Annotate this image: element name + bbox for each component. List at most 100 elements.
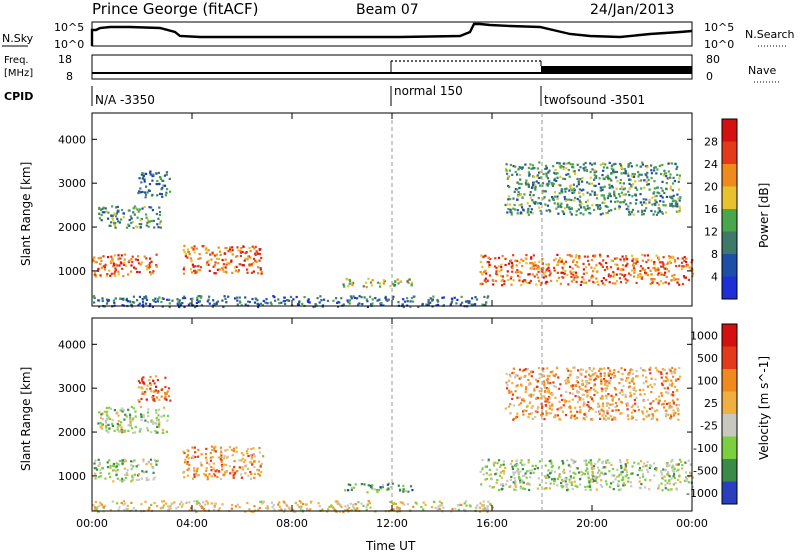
echo-cell	[224, 297, 227, 300]
echo-cell	[612, 163, 615, 166]
echo-cell	[151, 271, 154, 274]
echo-cell	[360, 483, 363, 486]
echo-cell	[582, 262, 585, 265]
echo-cell	[182, 248, 185, 252]
echo-cell	[667, 379, 670, 382]
echo-cell	[150, 219, 153, 223]
echo-cell	[661, 476, 664, 480]
echo-cell	[661, 163, 664, 167]
echo-cell	[547, 396, 551, 399]
echo-cell	[572, 387, 575, 390]
echo-cell	[553, 266, 556, 269]
echo-cell	[639, 367, 642, 370]
echo-cell	[258, 474, 261, 477]
echo-cell	[576, 485, 579, 488]
echo-cell	[672, 401, 675, 404]
echo-cell	[195, 271, 199, 274]
echo-cell	[636, 276, 639, 279]
echo-cell	[233, 460, 236, 463]
echo-cell	[186, 462, 189, 465]
echo-cell	[509, 277, 512, 280]
echo-cell	[589, 176, 592, 179]
echo-cell	[532, 471, 535, 474]
echo-cell	[573, 276, 576, 279]
echo-cell	[155, 396, 159, 399]
x-tick-label: 20:00	[576, 517, 608, 530]
echo-cell	[487, 295, 490, 298]
echo-cell	[612, 168, 615, 171]
echo-cell	[675, 404, 678, 407]
echo-cell	[511, 264, 514, 267]
echo-cell	[347, 510, 350, 513]
echo-cell	[631, 269, 634, 272]
echo-cell	[657, 211, 660, 214]
echo-cell	[505, 381, 508, 384]
echo-cell	[528, 402, 531, 405]
echo-cell	[308, 301, 311, 304]
echo-cell	[530, 257, 533, 260]
echo-cell	[158, 206, 161, 209]
echo-cell	[518, 276, 521, 279]
echo-cell	[205, 459, 208, 462]
echo-cell	[596, 471, 599, 474]
echo-cell	[528, 205, 531, 208]
echo-cell	[591, 204, 594, 207]
echo-cell	[121, 208, 124, 212]
echo-cell	[607, 374, 610, 377]
echo-cell	[164, 396, 167, 399]
echo-cell	[627, 205, 630, 208]
echo-cell	[547, 182, 550, 186]
echo-cell	[556, 176, 559, 179]
echo-cell	[524, 388, 528, 391]
echo-cell	[469, 505, 472, 508]
echo-cell	[251, 245, 254, 248]
echo-cell	[109, 260, 112, 263]
y-tick-label: 2000	[58, 426, 86, 439]
echo-cell	[523, 375, 526, 378]
echo-cell	[239, 254, 242, 258]
echo-cell	[638, 179, 641, 182]
echo-cell	[685, 265, 688, 268]
echo-cell	[541, 258, 544, 261]
echo-cell	[123, 458, 127, 461]
echo-cell	[626, 262, 629, 265]
echo-cell	[255, 260, 258, 263]
echo-cell	[337, 300, 340, 304]
echo-cell	[643, 268, 646, 271]
echo-cell	[650, 465, 653, 468]
echo-cell	[619, 273, 622, 276]
echo-cell	[619, 268, 622, 271]
echo-cell	[94, 275, 97, 278]
echo-cell	[582, 472, 585, 475]
echo-cell	[670, 460, 673, 463]
echo-cell	[156, 180, 159, 183]
echo-cell	[210, 502, 213, 505]
echo-cell	[562, 162, 565, 165]
echo-cell	[175, 507, 178, 510]
echo-cell	[136, 299, 139, 302]
echo-cell	[671, 469, 674, 472]
echo-cell	[549, 412, 552, 415]
echo-cell	[109, 475, 112, 479]
echo-cell	[643, 393, 646, 396]
echo-cell	[122, 503, 125, 506]
echo-cell	[149, 173, 152, 176]
echo-cell	[612, 170, 615, 173]
echo-cell	[347, 285, 350, 288]
echo-cell	[568, 470, 572, 473]
echo-cell	[564, 260, 568, 263]
echo-cell	[569, 265, 572, 268]
echo-cell	[484, 277, 487, 280]
echo-cell	[661, 212, 664, 215]
echo-cell	[622, 482, 625, 485]
echo-cell	[627, 404, 630, 407]
echo-cell	[655, 213, 659, 216]
echo-cell	[142, 458, 145, 461]
echo-cell	[589, 396, 592, 399]
echo-cell	[666, 177, 669, 180]
echo-cell	[114, 263, 118, 266]
echo-cell	[129, 215, 132, 218]
echo-cell	[633, 398, 636, 402]
echo-cell	[657, 258, 660, 261]
echo-cell	[129, 421, 132, 425]
